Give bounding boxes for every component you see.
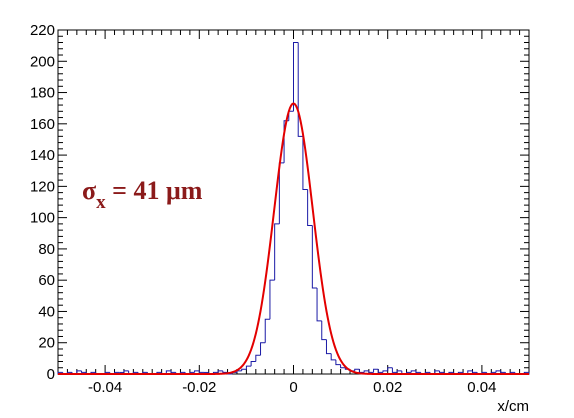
y-axis-ticks [58,29,529,375]
histogram-bin [396,370,402,373]
histogram-bin [274,223,280,281]
histogram-bin [316,288,322,322]
y-tick-label: 80 [38,241,55,258]
histogram-bin [264,318,270,343]
sigma-annotation: σx = 41 μm [82,176,203,213]
histogram-bin [467,370,473,374]
histogram-bin [495,370,501,373]
histogram-bin [250,360,256,367]
sigma-symbol: σ [82,176,96,205]
histogram-bin [415,370,421,373]
histogram-bin [373,368,379,373]
histogram-bin [198,370,205,373]
histogram-bin [434,370,440,374]
x-axis-title: x/cm [497,398,529,415]
histogram-bin [321,320,327,341]
x-tick-label: 0 [289,379,297,396]
histogram-bin [278,162,285,224]
histogram-bin [391,367,398,373]
histogram-bin [354,368,360,371]
sigma-subscript: x [96,192,106,213]
histogram-bin [260,342,266,356]
sigma-value: = 41 μm [106,176,203,205]
histogram-bin [377,369,383,373]
histogram-bin [410,370,416,373]
gaussian-fit-curve [58,102,529,375]
histogram-bin [241,368,247,371]
histogram-bin [222,370,228,373]
histogram-bin [76,370,82,374]
y-tick-label: 100 [30,210,55,227]
x-tick-label: -0.04 [88,379,122,396]
y-tick-label: 0 [47,366,55,383]
histogram-bin [368,370,374,373]
histogram-bin [363,370,369,373]
histogram-bin [293,42,299,112]
histogram-bin [269,279,275,320]
histogram-bin [81,370,87,373]
fit-layer [58,102,529,375]
y-tick-label: 120 [30,178,55,195]
histogram-bin [500,370,506,373]
histogram-bin [245,365,252,370]
y-tick-label: 140 [30,147,55,164]
histogram-bin [255,354,261,362]
histogram-bin [439,370,445,373]
y-tick-label: 60 [38,272,55,289]
x-tick-label: 0.04 [467,379,496,396]
x-tick-label: -0.02 [182,379,216,396]
histogram-bin [123,370,129,373]
y-tick-label: 220 [30,22,55,39]
y-tick-label: 40 [38,303,55,320]
histogram-bin [194,370,200,373]
histogram-bin [335,359,341,366]
histogram-layer [57,42,530,375]
y-tick-label: 200 [30,53,55,70]
histogram-bin [387,367,393,371]
histogram-bin [170,370,176,373]
histogram-bin [165,370,172,374]
histogram-bin [382,370,388,373]
histogram-bin [288,110,294,121]
histogram-bin [471,370,478,373]
histogram-bin [217,370,223,373]
x-tick-label: 0.02 [373,379,402,396]
y-axis-tick-labels: 0 20 40 60 80 100 120 140 160 180 200 220 [30,22,55,383]
x-axis-tick-labels: -0.04 -0.02 0 0.02 0.04 [88,379,497,396]
y-tick-label: 160 [30,116,55,133]
histogram-bin [297,42,303,137]
histogram-bin [307,189,313,226]
histogram-bin [340,364,346,369]
histogram-bin [358,369,365,373]
histogram-bin [330,353,336,361]
histogram-bin [236,370,242,373]
histogram-bin [325,339,332,355]
histogram-bin [302,136,308,190]
histogram-bin [311,225,318,289]
y-tick-label: 20 [38,335,55,352]
y-tick-label: 180 [30,85,55,102]
